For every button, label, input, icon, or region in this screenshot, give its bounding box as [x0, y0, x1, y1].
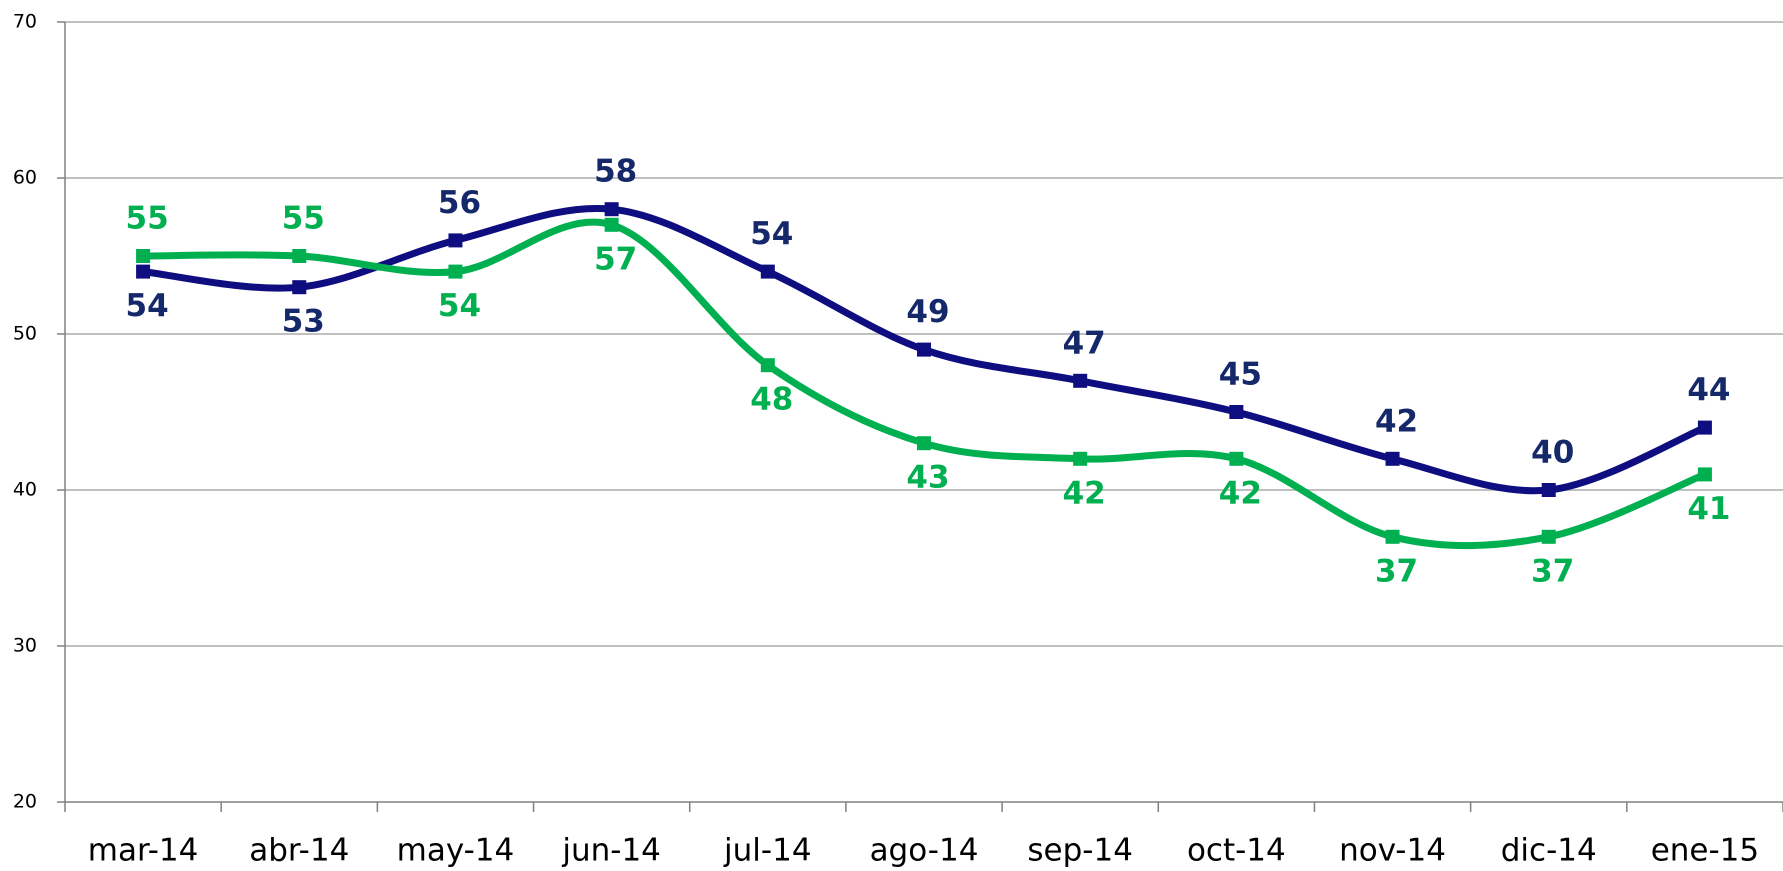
x-tick-label: jul-14	[723, 833, 812, 869]
y-tick-label: 40	[13, 479, 37, 501]
data-label: 53	[282, 304, 325, 340]
marker	[136, 264, 151, 279]
x-tick-label: ene-15	[1651, 833, 1759, 869]
data-label: 54	[126, 288, 169, 324]
data-label: 58	[594, 154, 637, 190]
marker	[136, 249, 151, 263]
data-label: 54	[750, 216, 793, 252]
data-label: 54	[438, 288, 481, 324]
marker	[1073, 373, 1088, 388]
x-tick-label: ago-14	[870, 833, 979, 869]
marker	[1697, 467, 1712, 482]
marker	[1229, 405, 1244, 419]
marker	[760, 264, 775, 279]
marker	[448, 233, 463, 248]
marker	[917, 436, 931, 451]
x-tick-label: oct-14	[1187, 833, 1286, 869]
data-label: 55	[126, 201, 169, 237]
data-label: 57	[594, 241, 637, 277]
data-label: 41	[1687, 491, 1730, 527]
marker	[604, 217, 619, 232]
data-label: 37	[1531, 553, 1574, 589]
x-tick-label: nov-14	[1339, 833, 1446, 869]
x-tick-label: may-14	[397, 833, 515, 869]
data-label: 43	[906, 460, 949, 496]
data-label: 42	[1375, 403, 1418, 439]
marker	[1385, 451, 1400, 466]
series-line	[143, 218, 1707, 550]
marker	[292, 249, 307, 263]
marker	[1229, 451, 1244, 466]
data-label: 48	[750, 382, 793, 418]
data-label: 47	[1063, 325, 1106, 361]
x-tick-label: dic-14	[1501, 833, 1597, 869]
marker	[604, 202, 619, 217]
x-tick-label: jun-14	[561, 833, 661, 869]
x-tick-label: abr-14	[249, 833, 349, 869]
data-label: 40	[1531, 435, 1574, 471]
data-label: 42	[1219, 475, 1262, 511]
y-tick-label: 60	[13, 167, 37, 189]
y-tick-label: 50	[13, 323, 37, 345]
marker	[292, 280, 307, 295]
marker	[1073, 451, 1088, 466]
marker	[1541, 529, 1556, 544]
data-label: 37	[1375, 553, 1418, 589]
marker	[1541, 483, 1556, 497]
marker	[917, 342, 931, 357]
data-label: 44	[1687, 372, 1730, 408]
y-tick-label: 30	[13, 635, 37, 657]
y-tick-label: 20	[13, 791, 37, 813]
data-label: 49	[906, 294, 949, 330]
marker	[1385, 529, 1400, 544]
x-tick-label: mar-14	[88, 833, 199, 869]
marker	[760, 358, 775, 373]
marker	[1697, 420, 1712, 435]
data-label: 42	[1063, 475, 1106, 511]
data-label: 56	[438, 185, 481, 221]
data-label: 45	[1219, 357, 1262, 393]
y-tick-label: 70	[13, 11, 37, 33]
data-label: 55	[282, 201, 325, 237]
marker	[448, 264, 463, 279]
x-tick-label: sep-14	[1027, 833, 1133, 869]
